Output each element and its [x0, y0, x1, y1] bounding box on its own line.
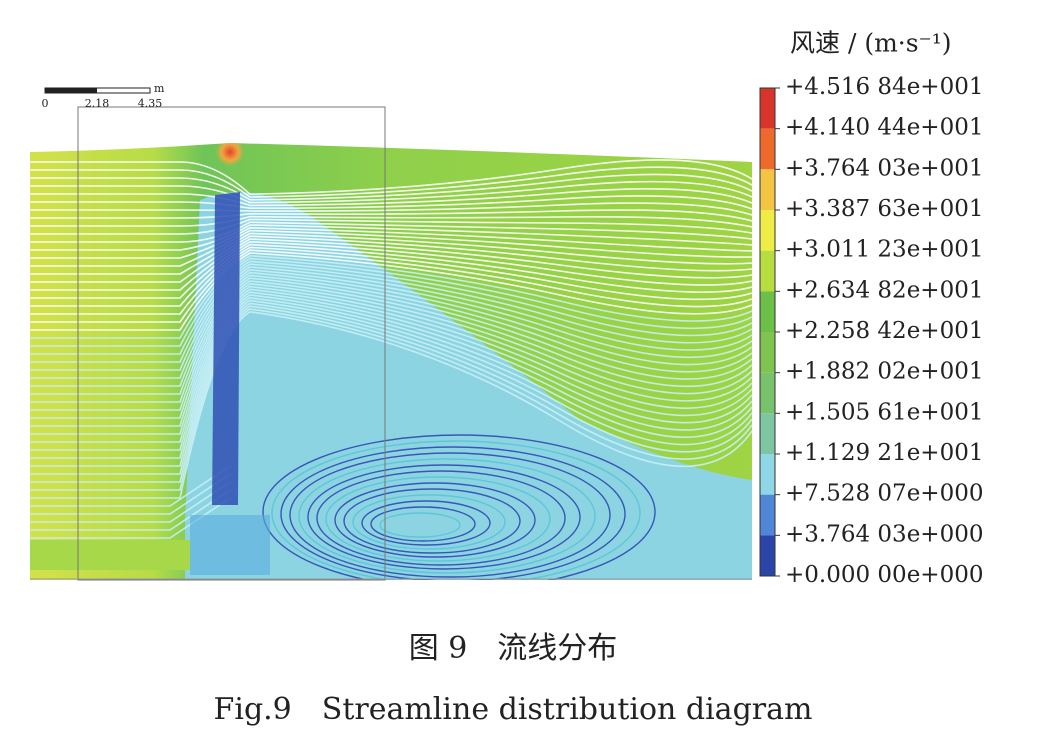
vortex-line — [307, 464, 581, 570]
scale-unit: m — [154, 82, 165, 95]
hot-spot — [216, 143, 244, 166]
caption-en: Fig.9 Streamline distribution diagram — [214, 692, 813, 727]
vortex-line — [280, 446, 626, 580]
colorbar-tick-label: +3.387 63e+001 — [785, 196, 983, 222]
colorbar-segment — [760, 413, 775, 454]
vortex-line — [370, 506, 476, 542]
colorbar-tick-label: +4.140 44e+001 — [785, 115, 983, 141]
domain-box — [77, 106, 386, 581]
podium — [190, 515, 270, 575]
building-vortex — [212, 192, 240, 505]
colorbar-tick-label: +3.011 23e+001 — [785, 237, 983, 263]
vortex-line — [325, 476, 551, 562]
colorbar-segment — [760, 332, 775, 373]
colorbar-segment — [760, 291, 775, 332]
colorbar-tick-label: +1.882 02e+001 — [785, 359, 983, 385]
colorbar-tick-label: +1.505 61e+001 — [785, 399, 983, 425]
colorbar-tick-label: +2.258 42e+001 — [785, 318, 983, 344]
colorbar-segment — [760, 128, 775, 170]
colorbar: +4.516 84e+001 +4.140 44e+001 +3.764 03e+0… — [759, 74, 983, 588]
colorbar-segment — [760, 372, 775, 414]
ground-band — [30, 540, 190, 570]
colorbar-tick-label: +3.764 03e+001 — [785, 155, 983, 181]
vortex-line — [289, 452, 611, 578]
scale-label: 4.35 — [138, 97, 163, 110]
vortex-line — [361, 500, 491, 546]
colorbar-tick-label: +0.000 00e+000 — [785, 562, 983, 588]
colorbar-segment — [760, 88, 775, 129]
streamline — [30, 173, 752, 201]
vortex-line — [298, 458, 596, 574]
scale-bar: 0 2.18 4.35 m — [42, 82, 166, 110]
vortex-line — [379, 512, 461, 538]
colorbar-segment — [760, 454, 775, 495]
colorbar-tick-label: +3.764 03e+000 — [785, 521, 983, 547]
colorbar-tick-label: +1.129 21e+001 — [785, 440, 983, 466]
colorbar-segment — [760, 250, 775, 292]
colorbar-segment — [760, 169, 775, 210]
colorbar-segment — [760, 535, 775, 576]
colorbar-segment — [760, 210, 775, 251]
vortex-line — [271, 440, 641, 580]
vortex-line — [262, 434, 656, 580]
streamline — [30, 159, 752, 196]
colorbar-title: 风速 / (m·s⁻¹) — [790, 29, 952, 58]
scale-bar-fill — [45, 88, 97, 93]
streamline — [30, 166, 752, 198]
colorbar-tick-label: +4.516 84e+001 — [785, 74, 983, 100]
flow-field — [30, 143, 752, 580]
colorbar-tick-label: +7.528 07e+000 — [785, 481, 983, 507]
vortex-line — [343, 488, 521, 554]
colorbar-tick-label: +2.634 82e+001 — [785, 277, 983, 303]
colorbar-segment — [760, 494, 775, 536]
scale-label: 0 — [42, 97, 49, 110]
scale-label: 2.18 — [85, 97, 110, 110]
vortex-line — [334, 482, 536, 558]
vortex-line — [352, 494, 506, 550]
caption-cn: 图 9 流线分布 — [409, 631, 618, 666]
vortex-line — [316, 470, 566, 566]
